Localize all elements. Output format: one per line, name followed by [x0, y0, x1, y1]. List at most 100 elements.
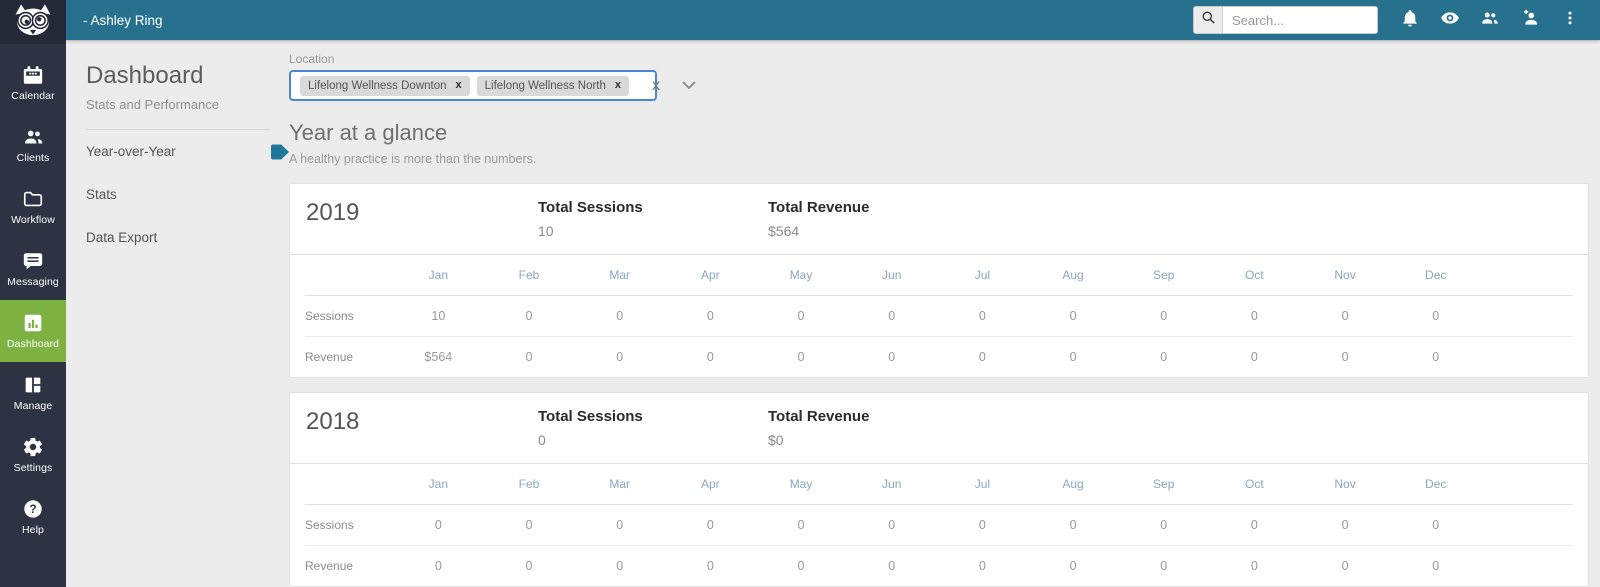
search-icon [1201, 10, 1216, 30]
more-menu-button[interactable] [1550, 0, 1590, 40]
content: Location Lifelong Wellness Downton x Lif… [288, 40, 1600, 587]
primary-sidebar: Calendar Clients Workflow [0, 0, 66, 587]
cell-value: 0 [1341, 559, 1349, 573]
cell-value: 0 [1432, 350, 1440, 364]
month-header: Dec [1425, 268, 1447, 282]
cell-value: 0 [616, 518, 624, 532]
topbar: - Ashley Ring [66, 0, 1600, 40]
month-header: Apr [701, 477, 720, 491]
sidebar-item-calendar[interactable]: Calendar [0, 52, 66, 114]
active-marker-icon [271, 144, 289, 159]
cell-value: 0 [1069, 309, 1077, 323]
sidebar-item-help[interactable]: ? Help [0, 486, 66, 548]
current-user-label: - Ashley Ring [83, 12, 163, 28]
cell-value: 0 [978, 309, 986, 323]
subnav-item-data-export[interactable]: Data Export [86, 216, 270, 259]
chevron-down-icon[interactable] [682, 81, 696, 90]
subnav-item-stats[interactable]: Stats [86, 173, 270, 216]
cell-value: 0 [706, 309, 714, 323]
total-revenue-block: Total Revenue $0 [768, 408, 998, 448]
topbar-actions [1193, 0, 1600, 40]
gear-icon [22, 436, 44, 458]
total-sessions-value: 0 [538, 432, 546, 448]
svg-text:?: ? [29, 502, 36, 516]
month-header: Jan [428, 268, 449, 282]
month-header: Oct [1245, 477, 1264, 491]
cell-value: 0 [978, 559, 986, 573]
month-header: Apr [701, 268, 720, 282]
cell-value: 10 [431, 309, 446, 323]
month-header: Mar [609, 477, 631, 491]
cell-value: 0 [797, 559, 805, 573]
location-filter: Location Lifelong Wellness Downton x Lif… [289, 52, 1589, 101]
month-header: Jan [428, 477, 449, 491]
cell-value: 0 [888, 309, 896, 323]
bell-icon [1400, 8, 1420, 33]
month-header: Jul [974, 477, 991, 491]
view-button[interactable] [1430, 0, 1470, 40]
sidebar-item-settings[interactable]: Settings [0, 424, 66, 486]
sidebar-item-dashboard[interactable]: Dashboard [0, 300, 66, 362]
year-card-header: 2019 Total Sessions 10 Total Revenue $56… [290, 184, 1588, 254]
notifications-button[interactable] [1390, 0, 1430, 40]
month-header: Jul [974, 268, 991, 282]
search-button[interactable] [1194, 7, 1223, 33]
month-header: Sep [1153, 477, 1175, 491]
subnav-item-label: Data Export [86, 230, 158, 245]
contacts-button[interactable] [1470, 0, 1510, 40]
cell-value: 0 [1069, 350, 1077, 364]
year-card-2019: 2019 Total Sessions 10 Total Revenue $56… [289, 183, 1589, 378]
cell-value: 0 [616, 350, 624, 364]
month-header: Nov [1334, 268, 1356, 282]
cell-value: 0 [797, 518, 805, 532]
cell-value: 0 [434, 559, 442, 573]
monthly-table: Jan Feb Mar Apr May Jun Jul Aug Sep Oct Nov Dec Sess… [290, 254, 1588, 377]
month-header: Mar [609, 268, 631, 282]
app-logo[interactable] [0, 0, 66, 44]
year-label: 2018 [306, 408, 360, 435]
total-sessions-block: Total Sessions 10 [538, 199, 768, 239]
clear-selection-icon[interactable]: x [652, 76, 661, 94]
row-label: Revenue [305, 350, 354, 364]
month-header: Aug [1062, 268, 1084, 282]
tag-remove-icon[interactable]: x [455, 79, 462, 91]
total-revenue-block: Total Revenue $564 [768, 199, 998, 239]
subnav-title: Dashboard [86, 62, 204, 89]
cell-value: 0 [1250, 350, 1258, 364]
subnav-item-year-over-year[interactable]: Year-over-Year [86, 130, 289, 173]
month-header: May [789, 268, 813, 282]
total-revenue-label: Total Revenue [768, 408, 870, 425]
month-header: Nov [1334, 477, 1356, 491]
folder-icon [22, 188, 44, 210]
location-multiselect[interactable]: Lifelong Wellness Downton x Lifelong Wel… [289, 70, 696, 101]
bar-chart-icon [22, 312, 44, 334]
total-sessions-label: Total Sessions [538, 408, 643, 425]
month-header: Feb [518, 477, 540, 491]
total-revenue-value: $564 [768, 223, 800, 239]
cell-value: 0 [616, 559, 624, 573]
calendar-icon [22, 64, 44, 86]
table-row: Sessions 10 0 0 0 0 0 0 0 0 0 0 0 [305, 296, 1573, 337]
search-input[interactable] [1223, 7, 1377, 33]
sidebar-item-workflow[interactable]: Workflow [0, 176, 66, 238]
tag-remove-icon[interactable]: x [614, 79, 622, 91]
month-header: Jun [882, 477, 902, 491]
person-add-icon [1519, 8, 1541, 33]
subnav-item-label: Year-over-Year [86, 144, 176, 159]
cell-value: 0 [1341, 518, 1349, 532]
month-header: Jun [882, 268, 902, 282]
cell-value: 0 [1160, 559, 1168, 573]
cell-value: 0 [1432, 518, 1440, 532]
cell-value: 0 [1069, 559, 1077, 573]
cell-value: $564 [424, 350, 453, 364]
layout-icon [22, 374, 44, 396]
sidebar-item-manage[interactable]: Manage [0, 362, 66, 424]
add-person-button[interactable] [1510, 0, 1550, 40]
total-revenue-label: Total Revenue [768, 199, 870, 216]
sidebar-item-clients[interactable]: Clients [0, 114, 66, 176]
month-header: Sep [1153, 268, 1175, 282]
total-sessions-label: Total Sessions [538, 199, 643, 216]
sidebar-item-messaging[interactable]: Messaging [0, 238, 66, 300]
cell-value: 0 [1432, 559, 1440, 573]
cell-value: 0 [1160, 350, 1168, 364]
